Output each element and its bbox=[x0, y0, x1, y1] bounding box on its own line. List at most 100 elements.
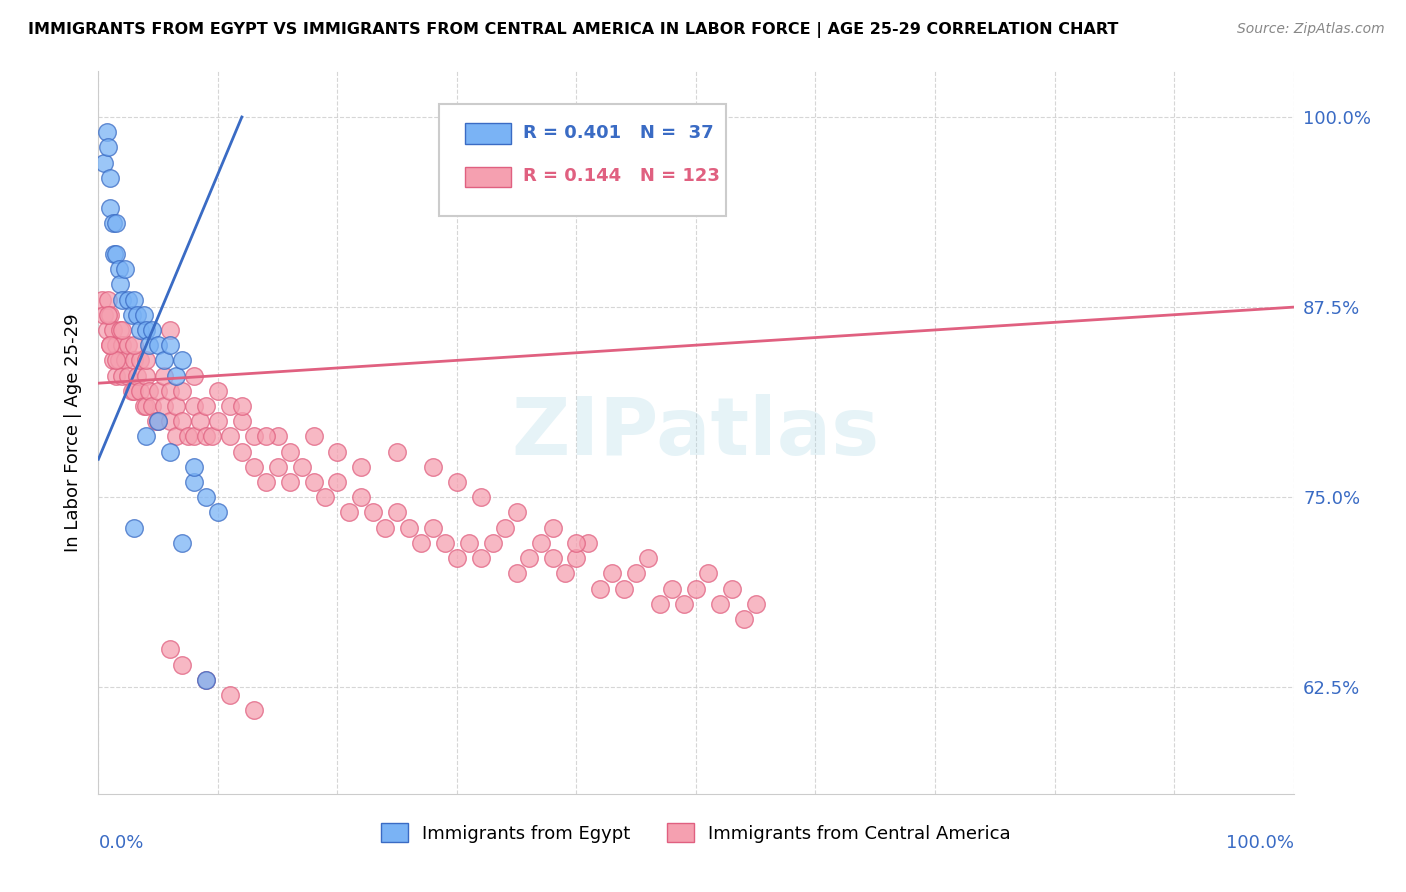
Point bbox=[446, 475, 468, 489]
Point bbox=[153, 399, 176, 413]
Text: ZIPatlas: ZIPatlas bbox=[512, 393, 880, 472]
Point bbox=[141, 323, 163, 337]
Point bbox=[637, 551, 659, 566]
Text: 100.0%: 100.0% bbox=[1226, 834, 1294, 852]
Point bbox=[105, 368, 128, 383]
Point bbox=[124, 293, 146, 307]
Point bbox=[98, 338, 122, 352]
Point bbox=[135, 323, 157, 337]
Point bbox=[138, 384, 160, 398]
Point bbox=[105, 247, 128, 261]
Point bbox=[458, 536, 481, 550]
Point bbox=[278, 444, 301, 458]
Point bbox=[93, 155, 115, 169]
Point bbox=[172, 384, 194, 398]
Point bbox=[108, 277, 131, 292]
FancyBboxPatch shape bbox=[439, 103, 725, 216]
Point bbox=[108, 323, 131, 337]
FancyBboxPatch shape bbox=[465, 123, 510, 144]
Point bbox=[165, 399, 187, 413]
Point bbox=[470, 551, 492, 566]
Point bbox=[422, 459, 444, 474]
Point bbox=[363, 506, 385, 520]
Point bbox=[578, 536, 600, 550]
Point bbox=[745, 597, 768, 611]
Point bbox=[302, 475, 325, 489]
Point bbox=[219, 399, 242, 413]
Point bbox=[243, 703, 266, 717]
Point bbox=[554, 566, 576, 581]
Point bbox=[733, 612, 755, 626]
Point bbox=[183, 459, 205, 474]
Point bbox=[117, 293, 139, 307]
Point bbox=[685, 582, 707, 596]
Point bbox=[129, 353, 152, 368]
Point bbox=[243, 429, 266, 443]
Point bbox=[148, 338, 170, 352]
Point bbox=[165, 368, 187, 383]
Point bbox=[201, 429, 224, 443]
Point bbox=[159, 444, 181, 458]
Point bbox=[422, 521, 444, 535]
Point bbox=[470, 490, 492, 504]
Point bbox=[114, 353, 136, 368]
Point bbox=[183, 429, 205, 443]
Point bbox=[97, 293, 120, 307]
Point bbox=[326, 444, 349, 458]
Point bbox=[101, 217, 124, 231]
Point bbox=[159, 384, 181, 398]
Point bbox=[565, 551, 588, 566]
Point bbox=[132, 399, 155, 413]
Point bbox=[114, 262, 136, 277]
Point bbox=[159, 338, 181, 352]
Point bbox=[207, 384, 229, 398]
Point bbox=[721, 582, 744, 596]
Point bbox=[159, 323, 181, 337]
Point bbox=[98, 201, 122, 215]
Point bbox=[153, 353, 176, 368]
Y-axis label: In Labor Force | Age 25-29: In Labor Force | Age 25-29 bbox=[65, 313, 83, 552]
Point bbox=[446, 551, 468, 566]
Point bbox=[124, 384, 146, 398]
Point bbox=[121, 308, 143, 322]
Point bbox=[195, 490, 218, 504]
Point bbox=[111, 293, 134, 307]
Text: IMMIGRANTS FROM EGYPT VS IMMIGRANTS FROM CENTRAL AMERICA IN LABOR FORCE | AGE 25: IMMIGRANTS FROM EGYPT VS IMMIGRANTS FROM… bbox=[28, 22, 1119, 38]
FancyBboxPatch shape bbox=[465, 167, 510, 187]
Point bbox=[96, 323, 118, 337]
Point bbox=[673, 597, 696, 611]
Point bbox=[177, 429, 200, 443]
Point bbox=[91, 293, 114, 307]
Point bbox=[231, 399, 253, 413]
Point bbox=[278, 475, 301, 489]
Point bbox=[195, 673, 218, 687]
Point bbox=[125, 368, 148, 383]
Point bbox=[135, 399, 157, 413]
Point bbox=[648, 597, 672, 611]
Point bbox=[709, 597, 731, 611]
Point bbox=[145, 414, 167, 428]
Point bbox=[219, 688, 242, 702]
Point bbox=[111, 323, 134, 337]
Point bbox=[141, 399, 163, 413]
Point bbox=[541, 551, 564, 566]
Point bbox=[105, 353, 128, 368]
Point bbox=[254, 429, 277, 443]
Point bbox=[159, 642, 181, 657]
Point bbox=[111, 368, 134, 383]
Point bbox=[117, 338, 139, 352]
Point bbox=[350, 459, 373, 474]
Point bbox=[219, 429, 242, 443]
Point bbox=[124, 353, 146, 368]
Point bbox=[541, 521, 564, 535]
Point bbox=[183, 368, 205, 383]
Point bbox=[172, 353, 194, 368]
Point bbox=[183, 399, 205, 413]
Point bbox=[135, 353, 157, 368]
Text: R = 0.144   N = 123: R = 0.144 N = 123 bbox=[523, 167, 720, 186]
Point bbox=[101, 323, 124, 337]
Point bbox=[267, 429, 290, 443]
Point bbox=[385, 506, 409, 520]
Point bbox=[98, 308, 122, 322]
Point bbox=[565, 536, 588, 550]
